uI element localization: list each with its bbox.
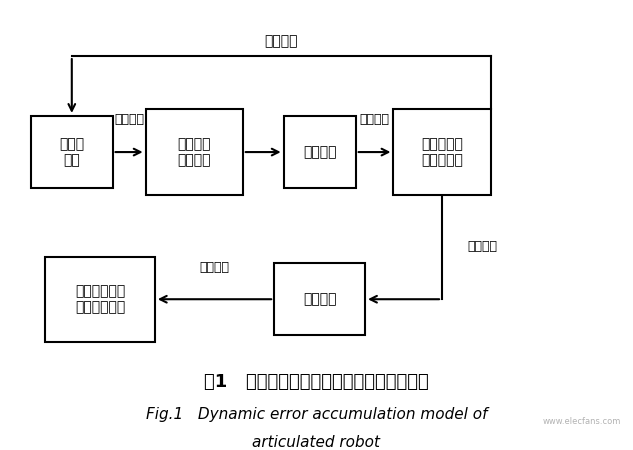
Text: 动态误差: 动态误差: [199, 261, 230, 274]
FancyBboxPatch shape: [146, 109, 243, 195]
Text: www.elecfans.com: www.elecfans.com: [542, 417, 621, 426]
Text: 伺服误差: 伺服误差: [360, 113, 389, 126]
FancyBboxPatch shape: [274, 263, 365, 336]
Text: 图1   关节型工业机器人的运动误差积累模型: 图1 关节型工业机器人的运动误差积累模型: [204, 374, 429, 392]
Text: 机器人末端执
行器运动轨迹: 机器人末端执 行器运动轨迹: [75, 284, 125, 315]
Text: 伺服控制: 伺服控制: [303, 145, 336, 159]
Text: 静态误差: 静态误差: [467, 240, 497, 253]
Text: 运动合成: 运动合成: [303, 292, 336, 306]
Text: 测量误差: 测量误差: [265, 34, 298, 49]
FancyBboxPatch shape: [45, 256, 155, 342]
Text: articulated robot: articulated robot: [253, 435, 380, 450]
Text: 各关节的
指定角度: 各关节的 指定角度: [177, 137, 211, 167]
Text: 计算误差: 计算误差: [114, 113, 144, 126]
Text: 运动学
计算: 运动学 计算: [60, 137, 84, 167]
FancyBboxPatch shape: [31, 116, 113, 189]
Text: Fig.1   Dynamic error accumulation model of: Fig.1 Dynamic error accumulation model o…: [146, 407, 487, 422]
FancyBboxPatch shape: [284, 116, 356, 189]
Text: 各关节的实
际运动角度: 各关节的实 际运动角度: [421, 137, 463, 167]
FancyBboxPatch shape: [393, 109, 491, 195]
